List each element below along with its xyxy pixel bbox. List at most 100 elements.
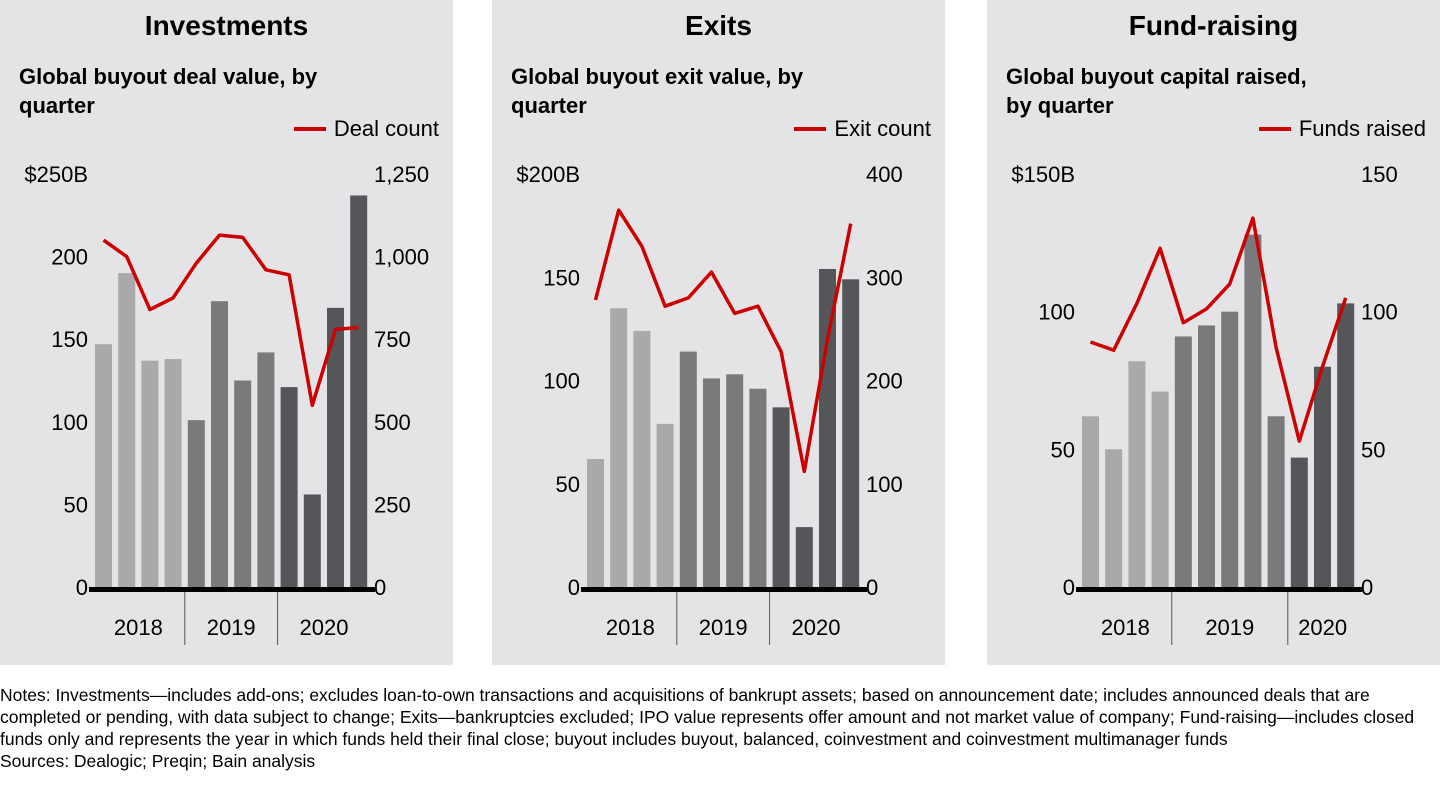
legend-line-swatch <box>1258 127 1291 131</box>
right-axis-tick-label: 100 <box>1361 300 1398 325</box>
bar <box>327 307 344 587</box>
year-label: 2018 <box>114 615 163 640</box>
panel-title: Exits <box>685 10 752 41</box>
right-axis-tick-label: 50 <box>1361 437 1385 462</box>
left-axis-tick-label: $150B <box>1011 162 1075 187</box>
bar <box>726 374 744 587</box>
notes-text: Notes: Investments—includes add-ons; exc… <box>0 685 1415 749</box>
legend-label: Exit count <box>834 116 931 141</box>
bar <box>633 330 651 587</box>
right-axis-tick-label: 100 <box>866 472 903 497</box>
left-axis-tick-label: 200 <box>51 245 88 270</box>
bar <box>164 359 182 587</box>
bar <box>1151 391 1169 587</box>
bar <box>1244 234 1262 587</box>
bar <box>234 380 252 587</box>
bar <box>187 420 205 587</box>
bar <box>350 195 368 587</box>
exits-panel: Exits Global buyout exit value, by quart… <box>492 0 945 665</box>
bar <box>95 344 112 587</box>
left-axis-tick-label: 100 <box>51 410 88 435</box>
investments-panel: Investments Global buyout deal value, by… <box>0 0 453 665</box>
legend-line-swatch <box>794 127 827 131</box>
legend-label: Funds raised <box>1298 116 1426 141</box>
left-axis-tick-label: 50 <box>556 472 580 497</box>
left-axis-tick-label: 150 <box>543 265 580 290</box>
right-axis-tick-label: 1,250 <box>374 162 429 187</box>
year-label: 2019 <box>699 615 748 640</box>
year-label: 2020 <box>792 615 841 640</box>
bar <box>118 273 136 587</box>
year-label: 2020 <box>1298 615 1347 640</box>
footer-notes: Notes: Investments—includes add-ons; exc… <box>0 684 1440 772</box>
fund-raising-panel: Fund-raising Global buyout capital raise… <box>987 0 1440 665</box>
panel-title: Fund-raising <box>1128 10 1299 41</box>
right-axis-tick-label: 1,000 <box>374 245 429 270</box>
bar <box>610 308 628 587</box>
bar <box>842 279 860 587</box>
bar <box>1174 336 1192 587</box>
year-label: 2020 <box>300 615 349 640</box>
legend: Exit count <box>794 116 931 142</box>
right-axis-tick-label: 400 <box>866 162 903 187</box>
bar <box>141 360 159 587</box>
line-series <box>593 208 853 474</box>
bar <box>1198 325 1215 587</box>
chart-title: Global buyout capital raised, by quarter <box>1006 64 1307 118</box>
left-axis-tick-label: 150 <box>51 327 88 352</box>
bar <box>795 527 813 587</box>
bar <box>1221 311 1239 587</box>
right-axis-tick-label: 150 <box>1361 162 1398 187</box>
line-series <box>102 233 359 408</box>
line-series <box>1089 216 1348 443</box>
left-axis-tick-label: 50 <box>1051 437 1075 462</box>
right-axis-tick-label: 0 <box>374 575 386 600</box>
left-axis-tick-label: $200B <box>516 162 580 187</box>
chart-title: Global buyout exit value, by quarter <box>511 64 804 118</box>
bar <box>1105 449 1123 587</box>
bar <box>1267 416 1285 587</box>
right-axis-tick-label: 0 <box>1361 575 1373 600</box>
bar <box>703 378 720 587</box>
left-axis-tick-label: 100 <box>543 369 580 394</box>
left-axis-tick-label: 100 <box>1038 300 1075 325</box>
bar <box>772 407 790 587</box>
bar <box>1128 361 1146 587</box>
left-axis-tick-label: 0 <box>568 575 580 600</box>
bar <box>211 301 228 587</box>
bar <box>1337 303 1355 587</box>
sources-text: Sources: Dealogic; Preqin; Bain analysis <box>0 751 316 771</box>
chart-title: Global buyout deal value, by quarter <box>19 64 318 118</box>
legend: Funds raised <box>1258 116 1426 142</box>
bar <box>1290 457 1308 587</box>
legend-label: Deal count <box>333 116 439 141</box>
bar <box>1314 366 1331 587</box>
legend: Deal count <box>293 116 439 142</box>
left-axis-tick-label: 0 <box>1063 575 1075 600</box>
bar <box>280 387 298 587</box>
right-axis-tick-label: 250 <box>374 492 411 517</box>
bar <box>587 458 604 587</box>
year-label: 2019 <box>207 615 256 640</box>
year-label: 2018 <box>606 615 655 640</box>
year-label: 2018 <box>1101 615 1150 640</box>
bar <box>303 494 321 587</box>
bar <box>819 268 836 587</box>
right-axis-tick-label: 750 <box>374 327 411 352</box>
left-axis-tick-label: 0 <box>76 575 88 600</box>
bar <box>257 352 275 587</box>
right-axis-tick-label: 500 <box>374 410 411 435</box>
left-axis-tick-label: $250B <box>24 162 88 187</box>
right-axis-tick-label: 300 <box>866 265 903 290</box>
left-axis-tick-label: 50 <box>64 492 88 517</box>
right-axis-tick-label: 200 <box>866 369 903 394</box>
year-label: 2019 <box>1205 615 1254 640</box>
fund-raising-chart: $150B 100 50 0 150 100 50 0 2018 2019 2020 <box>1011 162 1398 645</box>
bar <box>1082 416 1099 587</box>
bar <box>679 351 697 587</box>
bar <box>656 423 674 587</box>
legend-line-swatch <box>293 127 326 131</box>
right-axis-tick-label: 0 <box>866 575 878 600</box>
investments-chart: $250B2001501005001,2501,0007505002500201… <box>24 162 429 645</box>
